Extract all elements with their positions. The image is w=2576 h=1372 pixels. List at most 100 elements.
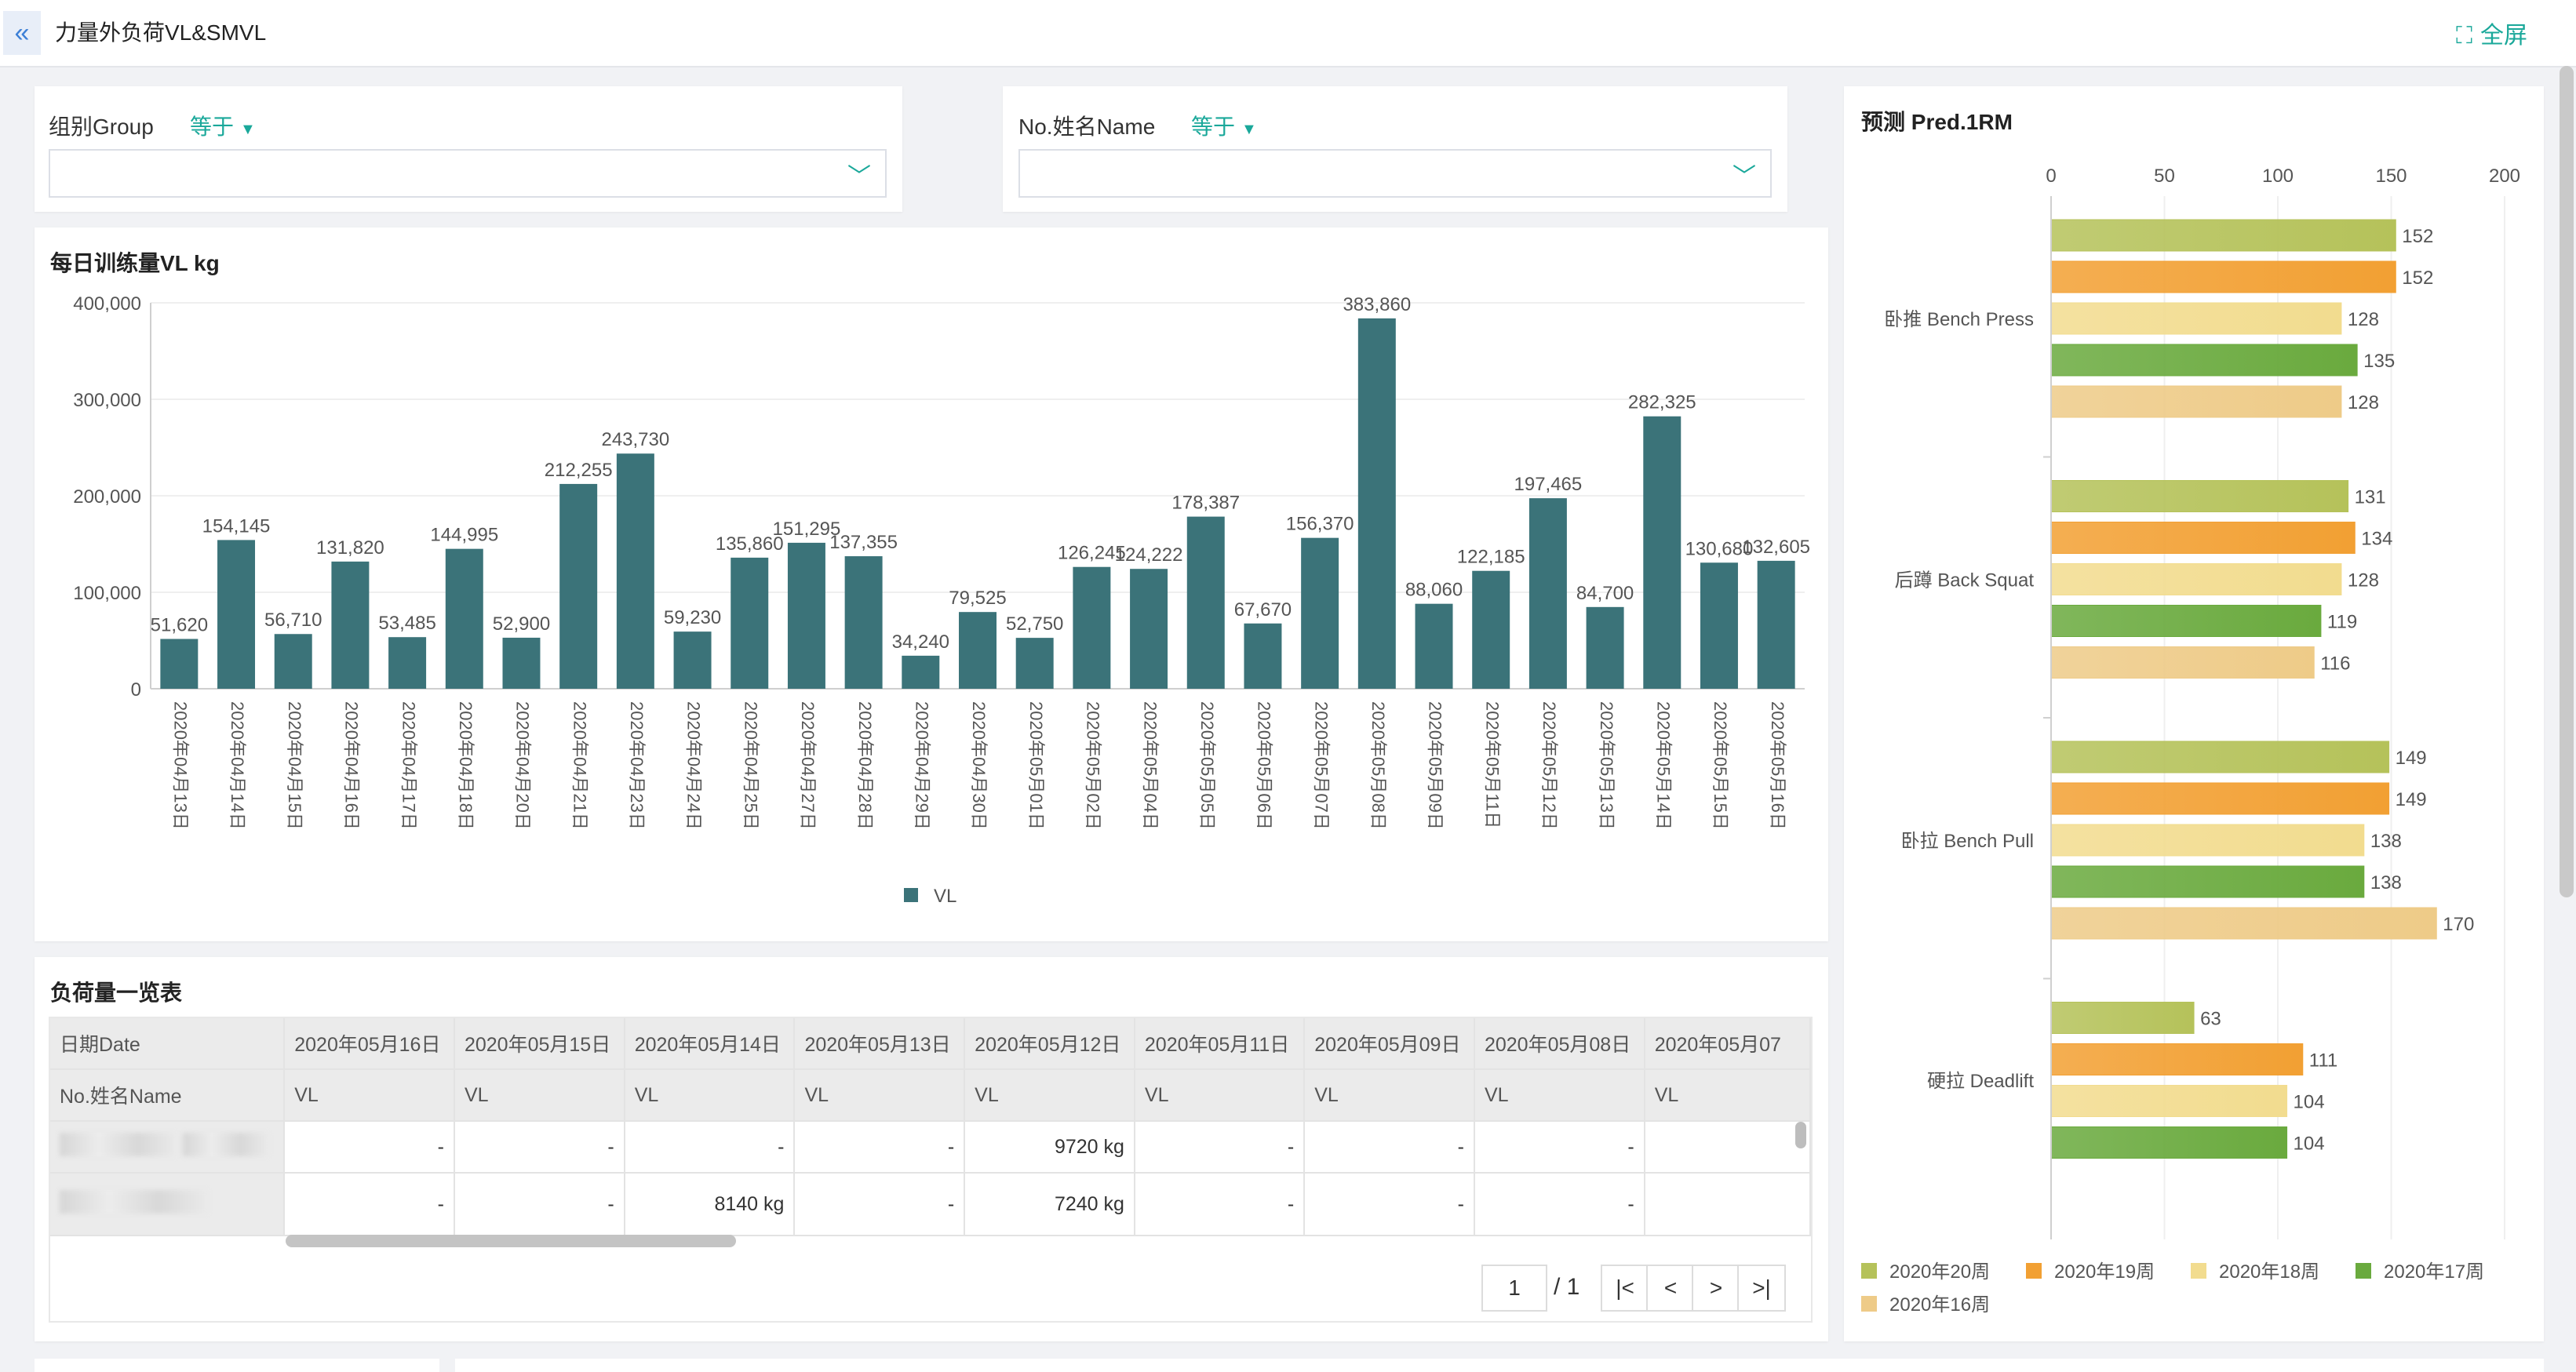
metric-header: VL (624, 1069, 796, 1122)
vl-data-label: 126,245 (1058, 543, 1126, 564)
x-tick-label: 200 (2489, 166, 2520, 187)
rm-chart-title: 预测 Pred.1RM (1861, 110, 2013, 134)
vl-bar (844, 556, 883, 689)
y-tick-label: 300,000 (73, 390, 141, 411)
table-cell: - (624, 1121, 796, 1174)
filter-name-select[interactable]: ﹀ (1018, 149, 1772, 198)
legend-label: 2020年20周 (1889, 1261, 1990, 1283)
vl-data-label: 154,145 (202, 515, 271, 537)
metric-header: VL (1134, 1069, 1306, 1122)
vl-data-label: 243,730 (601, 429, 669, 450)
vl-data-label: 84,700 (1576, 583, 1634, 604)
rm-data-label: 119 (2327, 612, 2357, 633)
metric-header: VL (1474, 1069, 1645, 1122)
rm-data-label: 128 (2348, 570, 2379, 591)
fullscreen-button[interactable]: ⛶ 全屏 (2456, 16, 2527, 50)
table-vertical-scrollbar[interactable] (1795, 1122, 1806, 1148)
x-tick-label: 2020年05月12日 (1539, 701, 1559, 830)
vl-chart-title: 每日训练量VL kg (50, 251, 220, 275)
vl-bar (1357, 318, 1396, 689)
rm-bar (2050, 865, 2365, 898)
metric-header: VL (964, 1069, 1135, 1122)
x-tick-label: 2020年05月07日 (1311, 701, 1331, 830)
date-header: 2020年05月08日 (1474, 1018, 1645, 1070)
rm-data-label: 128 (2348, 392, 2379, 413)
x-tick-label: 2020年04月15日 (285, 701, 304, 830)
rm-data-label: 138 (2370, 831, 2402, 852)
table-cell (1644, 1121, 1811, 1174)
vl-bar (217, 540, 256, 689)
vl-bar (160, 639, 199, 689)
last-page-icon[interactable]: >| (1737, 1265, 1786, 1312)
metric-header: VL (1304, 1069, 1475, 1122)
page-vertical-scrollbar[interactable] (2560, 66, 2574, 897)
date-header: 2020年05月07 (1644, 1018, 1811, 1070)
table-cell: - (1304, 1173, 1475, 1236)
vl-bar (1472, 570, 1510, 689)
chevron-down-icon: ﹀ (1733, 164, 1756, 190)
x-tick-label: 2020年04月17日 (399, 701, 418, 830)
prev-page-icon[interactable]: < (1646, 1265, 1695, 1312)
table-row[interactable]: - - 8140 kg - 7240 kg - - - (50, 1173, 1811, 1236)
y-tick-label: 100,000 (73, 583, 141, 604)
load-table-title: 负荷量一览表 (50, 981, 183, 1005)
x-tick-label: 2020年04月29日 (912, 701, 931, 830)
rm-data-label: 149 (2396, 789, 2427, 810)
x-tick-label: 2020年05月02日 (1084, 701, 1103, 830)
vl-bar (502, 637, 541, 689)
filter-group-card: 组别Group 等于 ▼ ﹀ (35, 86, 902, 212)
rm-bar (2050, 646, 2315, 679)
vl-bar (731, 557, 769, 689)
x-tick-label: 2020年05月16日 (1768, 701, 1787, 830)
rm-data-label: 138 (2370, 872, 2402, 893)
vl-data-label: 197,465 (1514, 474, 1583, 495)
vl-bar (673, 631, 712, 689)
athlete-name-blurred (50, 1173, 286, 1236)
table-cell: 9720 kg (964, 1121, 1135, 1174)
table-cell: - (284, 1173, 455, 1236)
rm-bar (2050, 1085, 2288, 1117)
vl-data-label: 135,860 (716, 533, 784, 555)
legend-swatch (2191, 1263, 2206, 1279)
legend-swatch (1861, 1263, 1877, 1279)
legend-label: 2020年18周 (2219, 1261, 2319, 1283)
vl-bar (445, 548, 483, 689)
vl-bar (1757, 560, 1795, 689)
page-number-input[interactable]: 1 (1481, 1265, 1547, 1312)
table-row-head: No.姓名Name (50, 1069, 286, 1122)
filter-group-select[interactable]: ﹀ (49, 149, 887, 198)
date-header: 2020年05月16日 (284, 1018, 455, 1070)
next-page-icon[interactable]: > (1692, 1265, 1740, 1312)
filter-name-operator[interactable]: 等于 ▼ (1191, 110, 1257, 141)
x-tick-label: 2020年05月04日 (1140, 701, 1160, 830)
vl-bar (1015, 638, 1054, 689)
rm-data-label: 170 (2443, 914, 2474, 935)
filter-group-operator[interactable]: 等于 ▼ (190, 110, 256, 141)
x-tick-label: 2020年04月21日 (570, 701, 589, 830)
first-page-icon[interactable]: |< (1601, 1265, 1649, 1312)
vl-data-label: 144,995 (430, 525, 498, 546)
athlete-name-blurred (50, 1121, 286, 1174)
vl-bar (1643, 416, 1682, 689)
load-table[interactable]: 日期Date 2020年05月16日 2020年05月15日 2020年05月1… (49, 1017, 1813, 1323)
x-tick-label: 2020年04月20日 (513, 701, 533, 830)
vl-data-label: 67,670 (1234, 599, 1292, 620)
vl-bar (1186, 516, 1225, 689)
rm-bar (2050, 344, 2358, 377)
x-tick-label: 2020年05月09日 (1426, 701, 1445, 830)
x-tick-label: 100 (2262, 166, 2294, 187)
collapse-back-icon[interactable]: « (3, 11, 41, 55)
rm-bar (2050, 605, 2322, 637)
caret-down-icon: ▼ (240, 121, 256, 138)
rm-bar (2050, 385, 2342, 418)
vl-data-label: 88,060 (1405, 580, 1463, 601)
vl-data-label: 282,325 (1628, 392, 1696, 413)
table-row[interactable]: - - - - 9720 kg - - - (50, 1121, 1811, 1174)
rm-category-label: 硬拉 Deadlift (1927, 1071, 2034, 1092)
rm-category-label: 后蹲 Back Squat (1895, 570, 2035, 591)
table-horizontal-scrollbar[interactable] (286, 1235, 736, 1247)
vl-bar (1301, 537, 1339, 689)
date-header: 2020年05月09日 (1304, 1018, 1475, 1070)
x-tick-label: 2020年05月15日 (1711, 701, 1730, 830)
rm-bar (2050, 824, 2365, 857)
